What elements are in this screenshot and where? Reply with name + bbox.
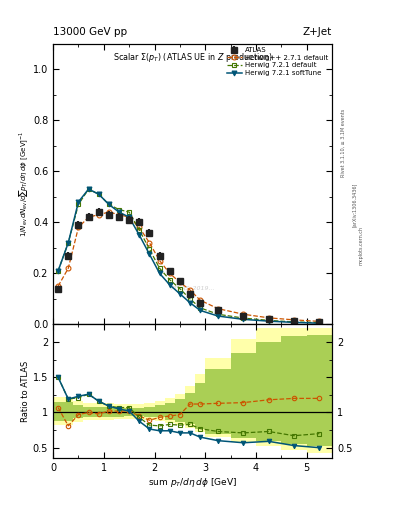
Text: mcplots.cern.ch: mcplots.cern.ch [358,226,364,265]
X-axis label: sum $p_T/d\eta\,d\phi$ [GeV]: sum $p_T/d\eta\,d\phi$ [GeV] [148,476,237,489]
Y-axis label: $1/N_\mathrm{ev}\,dN_\mathrm{ev}/d\!\sum\! p_T/d\eta\,d\phi\ [\mathrm{GeV}]^{-1}: $1/N_\mathrm{ev}\,dN_\mathrm{ev}/d\!\sum… [17,131,30,237]
Legend: ATLAS, Herwig++ 2.7.1 default, Herwig 7.2.1 default, Herwig 7.2.1 softTune: ATLAS, Herwig++ 2.7.1 default, Herwig 7.… [225,46,330,78]
Y-axis label: Ratio to ATLAS: Ratio to ATLAS [21,361,30,422]
Text: ATLAS_2019...: ATLAS_2019... [170,285,215,291]
Text: 13000 GeV pp: 13000 GeV pp [53,27,127,37]
Text: Z+Jet: Z+Jet [303,27,332,37]
Text: Scalar $\Sigma(p_T)$ (ATLAS UE in $Z$ production): Scalar $\Sigma(p_T)$ (ATLAS UE in $Z$ pr… [113,51,272,63]
Text: Rivet 3.1.10, ≥ 3.1M events: Rivet 3.1.10, ≥ 3.1M events [341,109,346,178]
Text: [arXiv:1306.3436]: [arXiv:1306.3436] [352,183,357,227]
